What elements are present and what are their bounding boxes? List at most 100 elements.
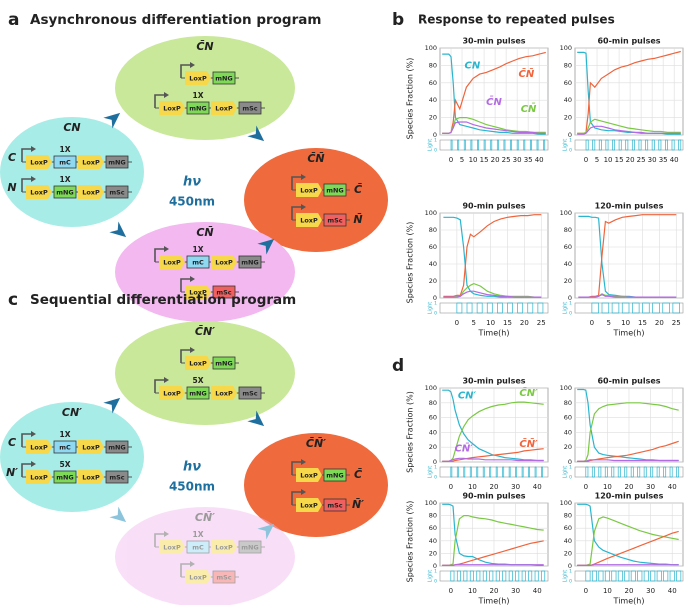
promoter [154,248,164,262]
light-tick-label: 0 [434,148,437,154]
gene [53,440,77,454]
part-text: LoxP [189,289,207,297]
promoter [180,278,190,292]
light-pulse [534,570,539,582]
part-text: LoxP [215,390,233,398]
x-tick-label: 20 [490,483,499,491]
gene [212,570,236,584]
light-pulse [630,570,636,582]
y-tick-label: 40 [429,96,437,104]
promoter-head [190,561,195,567]
state-label: C̄N [196,40,213,53]
promoter-head [190,347,195,353]
light-pulse [541,570,546,582]
state-label: CN̄′ [195,511,215,524]
light-pulse [592,139,596,151]
panel-letter: d [392,356,404,376]
transition-arrow [257,238,275,255]
state-node: C̄N̄ LoxP mNG C̄ LoxP mSc N̄ [244,148,388,252]
light-pulse [652,302,660,314]
promoter-head [301,174,306,180]
series-line [443,290,542,298]
light-pulse [450,139,453,151]
promoter [291,491,301,505]
x-tick-label: 20 [490,587,499,595]
light-pulse [536,139,539,151]
state-ellipse [244,433,388,537]
light-pulse [450,466,453,478]
y-tick-label: 40 [429,537,437,545]
x-tick-label: 15 [615,156,624,164]
y-tick-label: 60 [429,79,437,87]
loxp-site [296,468,322,482]
light-label: Light [428,570,434,583]
series-line [442,121,546,134]
promoter [21,148,31,162]
wavelength: 450nm [169,195,215,209]
light-label: Light [428,466,434,479]
light-pulse [496,139,499,151]
x-tick-label: 10 [469,156,478,164]
chart-title: 30-min pulses [462,377,525,386]
series-line [442,51,546,134]
part-text: LoxP [30,159,48,167]
light-pulse [637,570,643,582]
light-pulse [598,466,602,478]
series-line [442,448,544,462]
part-text: mSc [242,390,257,398]
x-tick-label: 0 [584,587,588,595]
gene [212,356,236,370]
chart-title: 90-min pulses [462,492,525,501]
light-pulse [476,570,481,582]
promoter [21,433,31,447]
annotation: CN̄ [521,102,537,115]
state-label: CN̄ [196,226,213,239]
light-pulse [528,466,530,478]
light-pulse [651,139,655,151]
light-pulse [637,466,641,478]
x-tick-label: 10 [468,483,477,491]
part-text: mNG [326,472,344,480]
part-text: mNG [241,259,259,267]
state-ellipse [244,148,388,252]
x-tick-label: 40 [670,156,679,164]
part-text: mNG [189,105,207,113]
loxp-site [211,386,237,400]
light-symbol: hν [183,460,201,475]
part-text: LoxP [30,474,48,482]
y-tick-label: 20 [564,277,572,285]
annotation: C̄N̄′ [519,437,538,450]
loxp-site [159,255,185,269]
light-tick-label: 1 [434,569,437,575]
panel-title: Response to repeated pulses [418,13,615,27]
loxp-site [185,570,211,584]
series-line [442,117,546,134]
light-pulse [650,466,654,478]
light-pulse [456,570,461,582]
part-text: LoxP [163,259,181,267]
light-pulse [528,570,533,582]
copy-number: 1X [59,430,70,439]
loxp-site [185,71,211,85]
gene [105,155,129,169]
promoter-head [164,531,169,537]
loxp-site [296,213,322,227]
light-pulse [490,139,493,151]
x-tick-label: 35 [524,156,533,164]
light-pulse [463,466,466,478]
chart-title: 120-min pulses [595,492,664,501]
x-tick-label: 0 [449,483,453,491]
x-tick-label: 20 [491,156,500,164]
promoter-head [301,204,306,210]
part-text: mSc [327,217,342,225]
state-node: C̄N LoxP mNG LoxP mNG 1X LoxP mSc [115,36,295,140]
x-tick-label: 30 [511,587,520,595]
promoter-head [190,62,195,68]
y-tick-label: 0 [568,562,572,570]
part-text: mSc [109,189,124,197]
promoter-head [31,461,36,467]
light-pulse [476,302,483,314]
part-text: LoxP [300,502,318,510]
light-pulse [497,302,503,314]
part-text: LoxP [300,472,318,480]
